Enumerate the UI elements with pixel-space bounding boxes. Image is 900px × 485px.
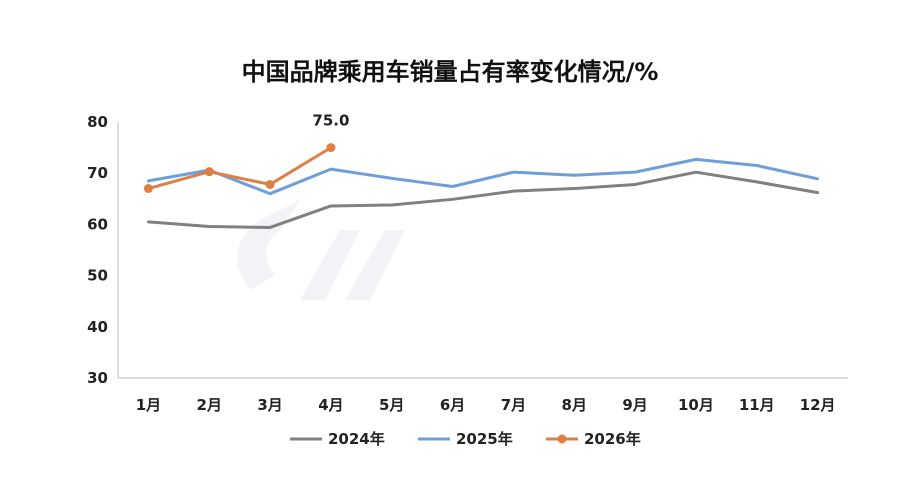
x-tick-label: 8月 bbox=[562, 396, 587, 414]
x-tick-label: 5月 bbox=[379, 396, 404, 414]
legend-marker bbox=[557, 434, 567, 444]
watermark bbox=[237, 200, 405, 300]
y-tick-label: 30 bbox=[87, 369, 108, 387]
legend: 2024年 2025年 2026年 bbox=[290, 430, 641, 448]
legend-label: 2025年 bbox=[456, 430, 513, 448]
y-axis-ticks: 30 40 50 60 70 80 bbox=[87, 113, 119, 387]
x-tick-label: 6月 bbox=[440, 396, 465, 414]
x-tick-label: 4月 bbox=[318, 396, 343, 414]
series-line-2026年 bbox=[146, 146, 333, 191]
y-tick-label: 50 bbox=[87, 267, 108, 285]
x-tick-label: 12月 bbox=[800, 396, 836, 414]
series-lines bbox=[143, 143, 820, 229]
data-label: 75.0 bbox=[312, 112, 349, 130]
x-tick-label: 10月 bbox=[678, 396, 714, 414]
y-tick-label: 60 bbox=[87, 215, 108, 233]
x-axis: 1月 2月 3月 4月 5月 6月 7月 8月 9月 10月 11月 12月 bbox=[118, 377, 848, 414]
series-line-2025年 bbox=[146, 157, 820, 196]
series-point bbox=[143, 184, 153, 194]
series-point bbox=[265, 179, 275, 189]
y-tick-label: 80 bbox=[87, 113, 108, 131]
legend-label: 2024年 bbox=[328, 430, 385, 448]
x-tick-label: 9月 bbox=[622, 396, 647, 414]
chart-title: 中国品牌乘用车销量占有率变化情况/% bbox=[242, 58, 659, 86]
y-tick-label: 70 bbox=[87, 164, 108, 182]
annotations: 75.0 bbox=[312, 112, 349, 130]
legend-label: 2026年 bbox=[584, 430, 641, 448]
x-tick-label: 11月 bbox=[739, 396, 775, 414]
series-point bbox=[204, 167, 214, 177]
x-tick-label: 1月 bbox=[136, 396, 161, 414]
x-tick-label: 2月 bbox=[197, 396, 222, 414]
y-tick-label: 40 bbox=[87, 318, 108, 336]
x-tick-label: 7月 bbox=[501, 396, 526, 414]
watermark-logo-shape bbox=[237, 200, 405, 300]
series-line-2024年 bbox=[146, 170, 820, 229]
x-tick-label: 3月 bbox=[257, 396, 282, 414]
series-point bbox=[326, 143, 336, 153]
